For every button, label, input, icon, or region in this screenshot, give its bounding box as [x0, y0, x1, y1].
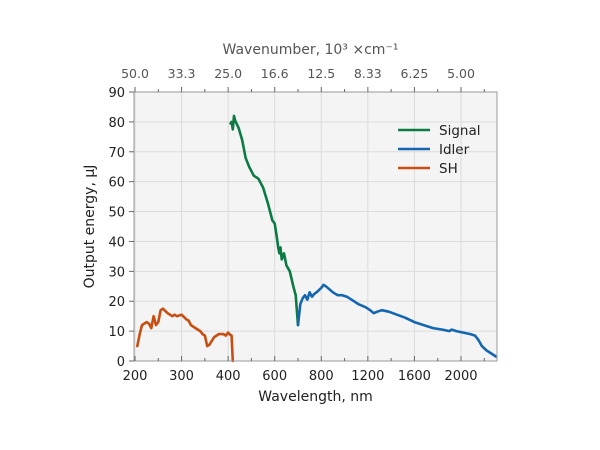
y-tick-label: 40 [108, 235, 125, 250]
y-tick-label: 70 [108, 146, 125, 161]
legend: Signal Idler SH [398, 123, 480, 177]
legend-label: Idler [439, 142, 470, 158]
series-line-idler [296, 283, 498, 358]
y-tick-label: 10 [108, 325, 125, 340]
y-tick-label: 90 [108, 86, 125, 101]
top-axis-title: Wavenumber, 10³ ×cm⁻¹ [223, 42, 399, 58]
x-tick-label: 1600 [398, 369, 431, 384]
x-tick-label: 600 [262, 369, 287, 384]
series-line-sh [136, 307, 235, 363]
top-tick-label: 5.00 [447, 66, 475, 81]
top-tick-label: 33.3 [168, 66, 196, 81]
legend-item-sh: SH [398, 161, 458, 177]
y-tick-label: 20 [108, 295, 125, 310]
x-axis-title: Wavelength, nm [258, 389, 372, 405]
top-tick-label: 50.0 [121, 66, 149, 81]
top-tick-label: 12.5 [307, 66, 335, 81]
x-tick-label: 200 [123, 369, 148, 384]
x-tick-label: 800 [309, 369, 334, 384]
y-tick-label: 60 [108, 176, 125, 191]
series-layer [136, 114, 498, 363]
top-tick-label: 8.33 [354, 66, 382, 81]
plot-background [134, 92, 497, 361]
top-tick-label: 16.6 [261, 66, 289, 81]
series-line-signal [229, 114, 300, 327]
axes: 20050.030033.340025.060016.680012.512008… [108, 66, 485, 384]
y-tick-label: 30 [108, 265, 125, 280]
plot-frame [133, 91, 498, 362]
x-tick-label: 2000 [444, 369, 477, 384]
y-axis-title: Output energy, μJ [82, 165, 98, 289]
legend-label: Signal [439, 123, 480, 139]
top-tick-label: 6.25 [400, 66, 428, 81]
top-tick-label: 25.0 [214, 66, 242, 81]
x-tick-label: 1200 [351, 369, 384, 384]
legend-label: SH [439, 161, 458, 177]
y-tick-label: 80 [108, 116, 125, 131]
y-tick-label: 50 [108, 206, 125, 221]
legend-item-idler: Idler [398, 142, 470, 158]
y-tick-label: 0 [117, 355, 125, 370]
x-tick-label: 400 [216, 369, 241, 384]
legend-item-signal: Signal [398, 123, 480, 139]
x-tick-label: 300 [169, 369, 194, 384]
